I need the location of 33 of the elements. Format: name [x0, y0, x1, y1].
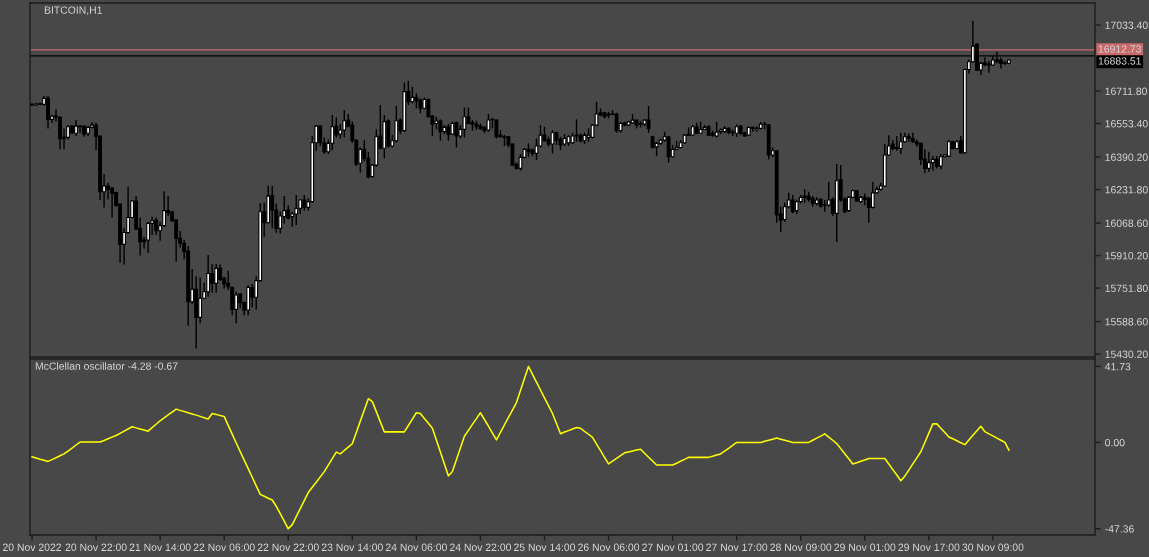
- ref-line-label: 16883.51: [1098, 57, 1141, 65]
- x-tick-label: 29 Nov 01:00: [834, 543, 896, 551]
- y-tick-label: 15751.80: [1105, 284, 1148, 292]
- chart-title: McClellan oscillator -4.28 -0.67: [35, 362, 178, 370]
- ref-line-label: 16912.73: [1098, 45, 1141, 53]
- y-tick-label: 16711.80: [1105, 87, 1147, 95]
- x-tick-label: 28 Nov 09:00: [770, 543, 832, 551]
- x-tick-label: 20 Nov 22:00: [65, 543, 127, 551]
- x-tick-label: 29 Nov 17:00: [898, 543, 960, 551]
- x-tick-label: 26 Nov 06:00: [578, 543, 640, 551]
- y-tick-label: -47.36: [1105, 525, 1134, 533]
- y-tick-label: 16390.20: [1105, 153, 1148, 161]
- y-tick-label: 15430.20: [1105, 350, 1148, 358]
- x-tick-label: 27 Nov 17:00: [706, 543, 768, 551]
- y-tick-label: 15588.60: [1105, 318, 1148, 326]
- x-tick-label: 30 Nov 09:00: [962, 543, 1024, 551]
- chart-title: BITCOIN,H1: [44, 6, 102, 16]
- y-tick-label: 17033.40: [1105, 21, 1148, 29]
- y-tick-label: 0.00: [1105, 438, 1125, 447]
- y-tick-label: 15910.20: [1105, 252, 1148, 260]
- y-tick-label: 16231.80: [1105, 186, 1148, 194]
- x-tick-label: 22 Nov 22:00: [257, 543, 319, 551]
- x-tick-label: 24 Nov 22:00: [449, 543, 511, 551]
- x-tick-label: 21 Nov 14:00: [129, 543, 191, 551]
- y-tick-label: 41.73: [1104, 362, 1131, 371]
- y-tick-label: 16553.40: [1105, 120, 1148, 128]
- x-tick-label: 25 Nov 14:00: [514, 543, 576, 551]
- y-tick-label: 16068.60: [1105, 219, 1148, 227]
- x-tick-label: 22 Nov 06:00: [193, 543, 255, 551]
- x-tick-label: 23 Nov 14:00: [321, 543, 383, 551]
- x-tick-label: 27 Nov 01:00: [642, 543, 704, 551]
- x-tick-label: 24 Nov 06:00: [385, 543, 447, 551]
- x-tick-label: 20 Nov 2022: [2, 543, 62, 551]
